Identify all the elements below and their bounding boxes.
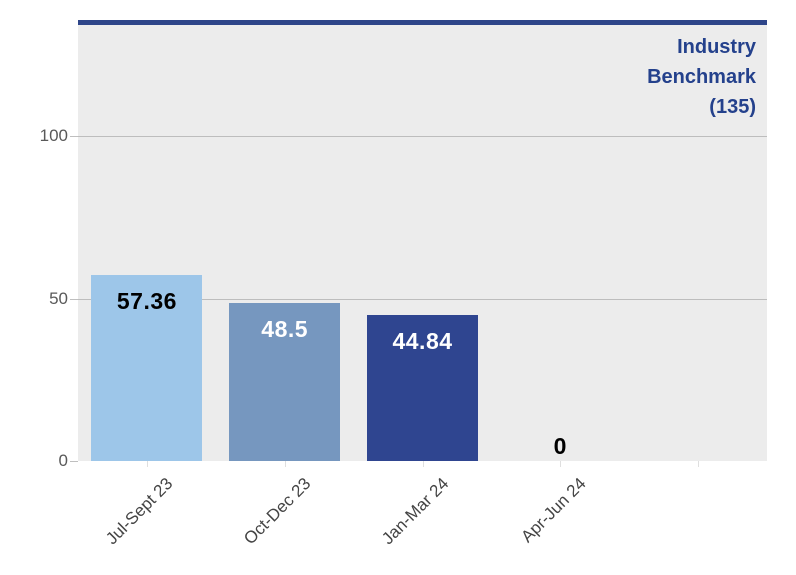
y-axis-tick-0 xyxy=(70,461,78,462)
x-axis-tick-1 xyxy=(146,461,148,467)
x-axis-label-Apr-Jun 24: Apr-Jun 24 xyxy=(517,474,590,547)
x-axis-label-Oct-Dec 23: Oct-Dec 23 xyxy=(239,474,315,549)
bar-value-label-Jul-Sept 23: 57.36 xyxy=(116,287,177,314)
bar-value-label-Jan-Mar 24: 44.84 xyxy=(392,328,453,355)
benchmark-label-line-2: Benchmark xyxy=(647,66,756,88)
benchmark-label-line-1: Industry xyxy=(677,36,756,58)
x-axis-tick-5 xyxy=(698,461,700,467)
benchmark-line xyxy=(78,20,767,25)
bar-value-label-Apr-Jun 24: 0 xyxy=(553,433,567,459)
y-axis-label-100: 100 xyxy=(39,126,68,145)
y-axis-label-0: 0 xyxy=(58,451,68,470)
y-axis-label-50: 50 xyxy=(49,288,68,308)
y-axis-tick-50 xyxy=(70,298,78,300)
benchmark-label: Industry Benchmark (135) xyxy=(647,32,756,122)
gridline-100 xyxy=(78,136,767,137)
x-axis-label-Jul-Sept 23: Jul-Sept 23 xyxy=(102,474,177,549)
bar-Oct-Dec 23[interactable] xyxy=(229,303,341,461)
gridline-50 xyxy=(78,298,767,300)
x-axis-tick-2 xyxy=(284,461,286,467)
benchmark-label-line-3: (135) xyxy=(709,96,756,118)
bar-Jul-Sept 23[interactable] xyxy=(91,274,203,461)
bar-Jan-Mar 24[interactable] xyxy=(367,315,478,461)
x-axis-tick-4 xyxy=(560,461,562,467)
x-axis-tick-3 xyxy=(422,461,424,467)
bar-value-label-Oct-Dec 23: 48.5 xyxy=(261,316,309,343)
y-axis-tick-100 xyxy=(70,136,78,137)
x-axis-label-Jan-Mar 24: Jan-Mar 24 xyxy=(377,474,452,549)
